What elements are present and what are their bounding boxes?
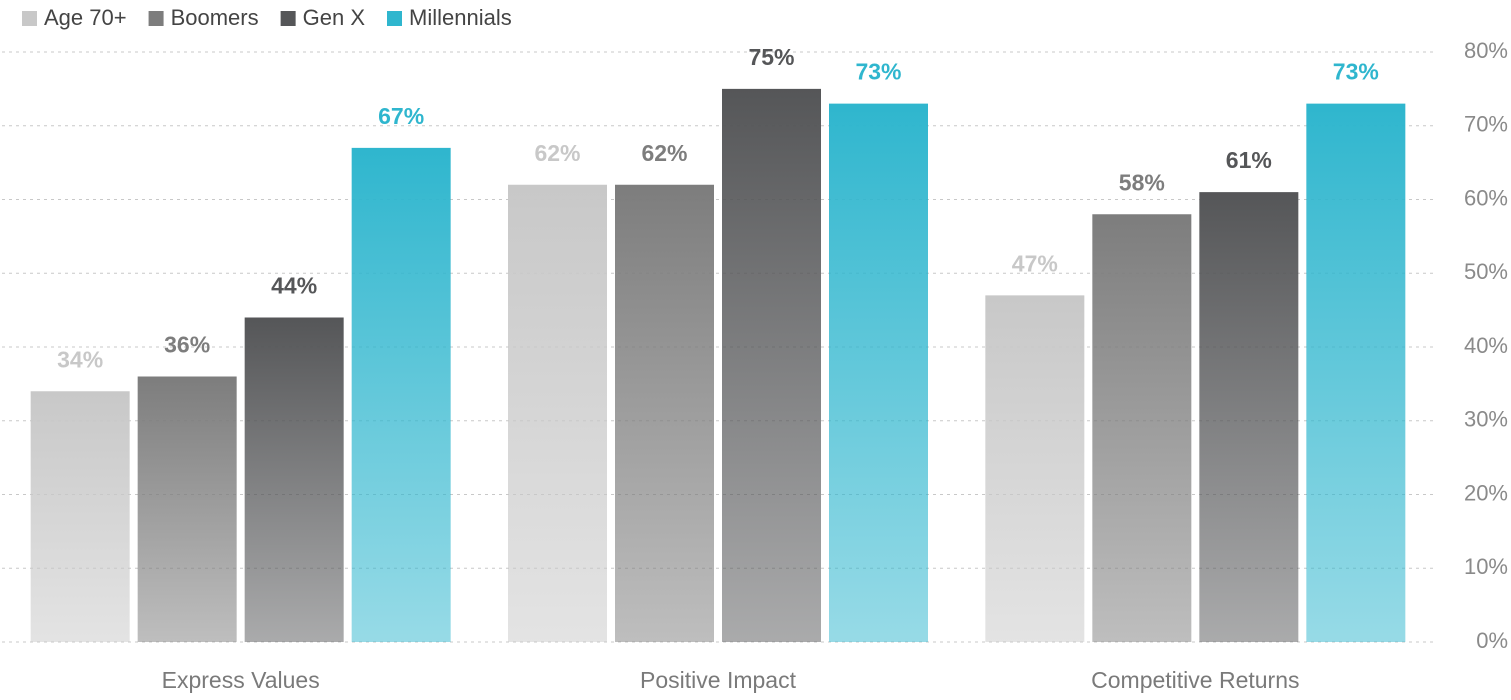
y-tick-label: 60%: [1464, 185, 1508, 210]
value-label: 34%: [57, 346, 103, 372]
legend-label: Boomers: [171, 5, 259, 30]
y-tick-label: 30%: [1464, 407, 1508, 432]
bar: [829, 103, 928, 642]
value-label: 47%: [1012, 250, 1058, 276]
bar: [722, 88, 821, 642]
value-label: 62%: [534, 140, 580, 166]
y-tick-label: 10%: [1464, 554, 1508, 579]
bar: [351, 147, 451, 642]
bar: [244, 317, 344, 642]
x-tick-label: Positive Impact: [640, 667, 797, 693]
bar: [1199, 192, 1299, 642]
y-tick-label: 80%: [1464, 38, 1508, 63]
value-label: 75%: [748, 44, 794, 70]
legend-swatch: [148, 11, 164, 26]
x-tick-label: Express Values: [162, 667, 320, 693]
legend-label: Gen X: [303, 5, 366, 30]
legend-label: Age 70+: [44, 5, 127, 30]
y-tick-label: 0%: [1476, 628, 1508, 653]
legend-label: Millennials: [409, 5, 512, 30]
value-label: 61%: [1226, 147, 1272, 173]
bar: [1092, 214, 1192, 642]
y-tick-label: 50%: [1464, 259, 1508, 284]
value-label: 58%: [1119, 169, 1165, 195]
bar: [137, 376, 237, 642]
y-tick-label: 20%: [1464, 480, 1508, 505]
value-label: 62%: [641, 140, 687, 166]
legend-swatch: [280, 11, 296, 26]
value-label: 36%: [164, 332, 210, 358]
y-tick-label: 70%: [1464, 112, 1508, 137]
x-tick-label: Competitive Returns: [1091, 667, 1299, 693]
bar: [508, 184, 607, 642]
value-label: 67%: [378, 103, 424, 129]
bar: [985, 295, 1085, 642]
y-tick-label: 40%: [1464, 333, 1508, 358]
value-label: 44%: [271, 273, 317, 299]
legend-swatch: [387, 11, 402, 26]
bar: [1306, 103, 1406, 642]
value-label: 73%: [855, 59, 901, 85]
bar: [615, 184, 714, 642]
value-label: 73%: [1333, 59, 1379, 85]
legend-swatch: [22, 11, 37, 26]
bar: [30, 391, 130, 642]
